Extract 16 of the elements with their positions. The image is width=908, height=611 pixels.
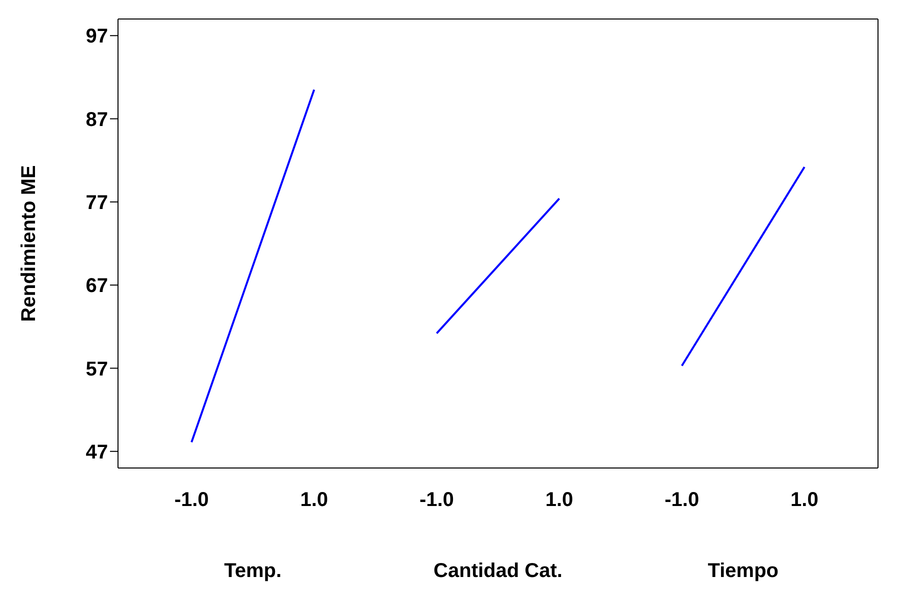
text: Tiempo <box>706 560 780 583</box>
x-tick-label: 1.0 <box>300 489 328 512</box>
x-tick-label: 1.0 <box>545 489 574 512</box>
x-tick-label: -1.0 <box>664 489 700 512</box>
x-tick-label: -1.0 <box>174 489 209 512</box>
y-tick-label: 57 <box>86 358 108 380</box>
y-axis-title: Rendimiento ME <box>18 165 40 322</box>
text: Cantidad Cat. <box>432 560 564 583</box>
text: Temp. <box>223 560 283 583</box>
y-tick-label: 87 <box>86 108 108 131</box>
x-tick-label: 1.0 <box>790 489 818 512</box>
y-tick-label: 77 <box>86 192 108 214</box>
x-tick-label: -1.0 <box>419 489 454 512</box>
y-tick-label: 67 <box>86 275 108 298</box>
y-tick-label: 97 <box>86 26 108 48</box>
y-tick-label: 47 <box>86 441 108 464</box>
